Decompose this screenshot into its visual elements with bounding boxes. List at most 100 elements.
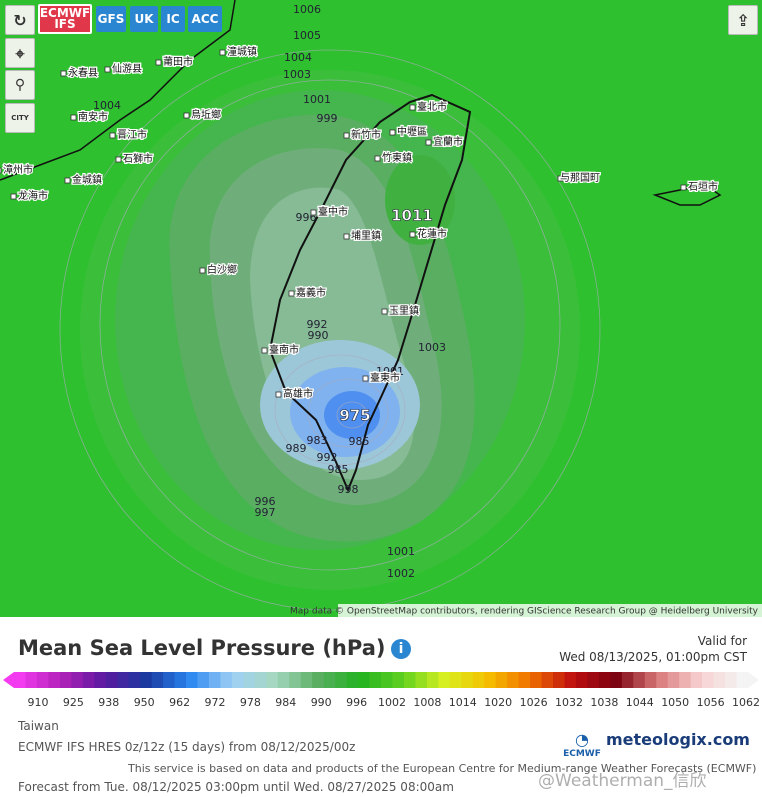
colorbar-tick-label: 984 xyxy=(275,696,296,709)
city-label: 埔里鎮 xyxy=(351,229,381,242)
colorbar-segment xyxy=(128,672,141,688)
city-marker xyxy=(343,132,350,139)
colorbar-tick-label: 1050 xyxy=(661,696,689,709)
colorbar-segment xyxy=(690,672,703,688)
colorbar-segment xyxy=(25,672,38,688)
colorbar-segment xyxy=(403,672,416,688)
model-button[interactable]: ACC xyxy=(188,6,222,32)
isobar-label: 1004 xyxy=(284,51,312,64)
legend-title: Mean Sea Level Pressure (hPa) xyxy=(18,636,386,660)
isobar-label: 985 xyxy=(328,463,349,476)
isobar-label: 998 xyxy=(338,483,359,496)
city-marker xyxy=(381,308,388,315)
model-button[interactable]: UK xyxy=(130,6,158,32)
colorbar-segment xyxy=(381,672,393,688)
colorbar-segment xyxy=(415,672,428,688)
city-marker xyxy=(183,112,190,119)
city-marker xyxy=(70,114,77,121)
city-label: 永春县 xyxy=(68,66,98,79)
zoom-button[interactable]: ⚲ xyxy=(5,70,35,100)
city-marker xyxy=(10,193,17,200)
city-label: 花蓮市 xyxy=(417,227,447,240)
colorbar-segment xyxy=(94,672,107,688)
city-button[interactable]: CITY xyxy=(5,103,35,133)
colorbar-segment xyxy=(220,672,233,688)
colorbar-end xyxy=(748,672,759,688)
city-label: 嘉義市 xyxy=(296,286,326,299)
city-marker xyxy=(310,209,317,216)
isobar-label: 975 xyxy=(339,407,370,425)
city-label: 石獅市 xyxy=(123,152,153,165)
city-label: 竹東鎮 xyxy=(382,151,412,164)
colorbar-segment xyxy=(174,672,187,688)
colorbar-segment xyxy=(495,672,508,688)
colorbar-tick-label: 1014 xyxy=(449,696,477,709)
taiwan-outline xyxy=(268,93,472,493)
colorbar-segment xyxy=(243,672,256,688)
city-marker xyxy=(0,167,2,174)
city-marker xyxy=(409,231,416,238)
isobar-label: 990 xyxy=(308,329,329,342)
colorbar-segment xyxy=(564,672,577,688)
city-label: 烏坵鄉 xyxy=(191,108,221,121)
info-icon[interactable]: i xyxy=(391,639,411,659)
colorbar-segment xyxy=(736,672,749,688)
city-marker xyxy=(374,155,381,162)
colorbar-segment xyxy=(59,672,72,688)
island xyxy=(652,184,722,206)
watermark: @Weatherman_信欣 xyxy=(538,771,707,791)
isobar-label: 1011 xyxy=(391,207,433,225)
colorbar-segment xyxy=(507,672,520,688)
colorbar-tick-label: 990 xyxy=(311,696,332,709)
colorbar-segment xyxy=(151,672,164,688)
colorbar: 910 925 938 950 962 972 978 984 990 996 1002 1008 10… xyxy=(3,672,760,709)
colorbar-segment xyxy=(231,672,244,688)
city-marker xyxy=(362,375,369,382)
city-marker xyxy=(104,66,111,73)
colorbar-segment xyxy=(358,672,371,688)
city-marker xyxy=(343,233,350,240)
model-button[interactable]: IC xyxy=(161,6,185,32)
model-info: ECMWF IFS HRES 0z/12z (15 days) from 08/… xyxy=(18,740,356,754)
model-button[interactable]: GFS xyxy=(96,6,126,32)
colorbar-tick-label: 1026 xyxy=(520,696,548,709)
colorbar-tick-label: 1044 xyxy=(626,696,654,709)
refresh-button[interactable]: ↻ xyxy=(5,5,35,35)
isobar-label: 996 xyxy=(255,495,276,508)
colorbar-tick-label: 925 xyxy=(63,696,84,709)
colorbar-segment xyxy=(621,672,634,688)
city-label: 金城鎮 xyxy=(72,173,102,186)
colorbar-segment xyxy=(575,672,588,688)
isobar-label: 999 xyxy=(317,112,338,125)
colorbar-segment xyxy=(587,672,600,688)
colorbar-tick-label: 1008 xyxy=(413,696,441,709)
colorbar-segment xyxy=(163,672,176,688)
city-marker xyxy=(60,70,67,77)
colorbar-segment xyxy=(518,672,531,688)
city-label: 臺南市 xyxy=(269,343,299,356)
city-marker xyxy=(261,347,268,354)
colorbar-segment xyxy=(197,672,210,688)
service-note: This service is based on data and produc… xyxy=(128,762,757,775)
isobar-label: 1003 xyxy=(283,68,311,81)
colorbar-tick-label: 1002 xyxy=(378,696,406,709)
isobar-label: 1001 xyxy=(376,365,404,378)
colorbar-segment xyxy=(633,672,646,688)
city-marker xyxy=(115,156,122,163)
colorbar-tick-label: 1032 xyxy=(555,696,583,709)
city-marker xyxy=(557,175,564,182)
share-button[interactable]: ⇪ xyxy=(728,5,758,35)
isobar-label: 1002 xyxy=(387,567,415,580)
isobar-label: 1004 xyxy=(93,99,121,112)
colorbar-tick-label: 1056 xyxy=(697,696,725,709)
isobar-label: 1005 xyxy=(293,29,321,42)
model-button[interactable]: ECMWF IFS xyxy=(38,4,92,34)
city-marker xyxy=(680,184,687,191)
colorbar-segment xyxy=(667,672,680,688)
city-label: 玉里鎮 xyxy=(389,304,419,317)
location-button[interactable]: ⌖ xyxy=(5,38,35,68)
colorbar-tick-label: 972 xyxy=(205,696,226,709)
attribution: Map data © OpenStreetMap contributors, r… xyxy=(290,607,759,617)
region: Taiwan xyxy=(18,719,59,733)
colorbar-tick-label: 950 xyxy=(134,696,155,709)
